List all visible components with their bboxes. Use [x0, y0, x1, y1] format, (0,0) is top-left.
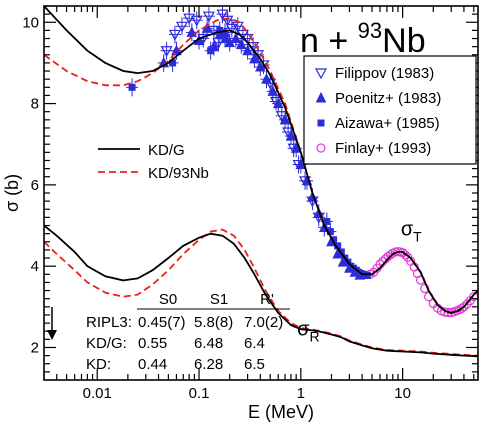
table-cell: 6.48 [194, 335, 223, 352]
data-point [207, 25, 220, 37]
data-point [269, 96, 282, 108]
legend-label: Aizawa+ (1985) [335, 115, 440, 132]
table-row-label: RIPL3: [86, 314, 132, 331]
data-point [282, 127, 295, 139]
title-element: Nb [382, 22, 425, 60]
data-point [216, 9, 229, 21]
data-point [334, 242, 342, 250]
data-point [383, 251, 393, 262]
data-point [183, 13, 196, 25]
plot-area [44, 6, 478, 358]
table-cell: 7.0(2) [244, 314, 283, 331]
x-tick-label: 1 [297, 385, 305, 402]
x-axis-label: E (MeV) [248, 402, 314, 422]
data-point [292, 159, 305, 171]
table-header: R' [260, 291, 274, 308]
table-cell: 0.45(7) [138, 314, 186, 331]
title-prefix: n + [300, 22, 358, 60]
data-point [242, 44, 253, 56]
parameter-table: S0 S1 R' RIPL3: 0.45(7) 5.8(8) 7.0(2) KD/G: 0.55… [86, 291, 290, 373]
legend-label: KD/93Nb [148, 165, 209, 182]
data-point [202, 11, 215, 23]
data-point [326, 228, 334, 236]
data-point [337, 255, 349, 267]
data-point [190, 15, 203, 27]
data-point [363, 272, 371, 280]
data-point [299, 176, 312, 188]
data-point [287, 143, 300, 155]
legend-box [303, 55, 477, 165]
curve-label: σR [297, 318, 319, 344]
data-point [225, 23, 238, 35]
legend-marker [314, 68, 328, 80]
table-header: S1 [210, 291, 228, 308]
legend-label: Poenitz+ (1983) [335, 90, 441, 107]
thermal-arrow [47, 307, 57, 340]
table-cell: 0.55 [138, 335, 167, 352]
data-point [168, 29, 181, 41]
data-point [160, 46, 173, 57]
x-tick-label: 0.01 [83, 385, 112, 402]
data-point [257, 60, 270, 72]
legend-label: Finlay+ (1993) [335, 140, 431, 157]
legend-marker [317, 119, 325, 127]
table-cell: 6.5 [244, 356, 265, 373]
y-axis-label: σ (b) [2, 174, 22, 212]
data-point [385, 250, 396, 260]
curve-legend: KD/G KD/93Nb [98, 142, 209, 182]
table-row-label: KD: [86, 356, 111, 373]
data-point [349, 266, 361, 277]
data-point [221, 15, 234, 27]
chart-title: n + 93Nb [300, 18, 426, 60]
overlay: n + 93Nb Filippov (1983) Poenitz+ (1983) Ai… [47, 18, 477, 373]
data-point [208, 40, 220, 52]
data-point [212, 37, 225, 49]
table-cell: 0.44 [138, 356, 167, 373]
legend-marker [315, 91, 327, 103]
curve-label: σT [401, 219, 422, 245]
kdg-total-curve [44, 6, 478, 314]
data-point [400, 250, 410, 260]
data-point [323, 217, 331, 225]
data-point [252, 50, 265, 62]
legend-label: KD/G [148, 142, 185, 159]
y-tick-label: 4 [31, 258, 39, 275]
y-tick-label: 10 [22, 14, 39, 31]
data-legend: Filippov (1983) Poenitz+ (1983) Aizawa+ (1… [303, 55, 477, 165]
data-point [128, 83, 136, 91]
table-cell: 5.8(8) [194, 314, 233, 331]
data-point [264, 78, 277, 90]
data-point [344, 262, 355, 273]
y-tick-label: 2 [31, 339, 39, 356]
y-tick-label: 6 [31, 177, 39, 194]
y-tick-label: 8 [31, 96, 39, 113]
table-row-label: KD/G: [86, 335, 127, 352]
legend-label: Filippov (1983) [335, 65, 434, 82]
kdg-reaction-curve [44, 224, 478, 358]
legend-marker [316, 143, 326, 153]
data-point [459, 302, 469, 312]
kd93nb-reaction-curve [44, 228, 478, 357]
title-superscript: 93 [358, 18, 382, 43]
table-header: S0 [159, 291, 177, 308]
data-point [197, 33, 210, 45]
data-point [275, 111, 288, 122]
data-point [230, 32, 242, 44]
table-cell: 6.4 [244, 335, 265, 352]
data-point [332, 247, 343, 259]
data-point [462, 299, 472, 309]
data-point [457, 303, 467, 314]
table-cell: 6.28 [194, 356, 223, 373]
data-point [330, 236, 338, 244]
data-point [175, 21, 188, 33]
data-point [420, 283, 430, 294]
x-tick-label: 0.1 [189, 385, 210, 402]
x-tick-label: 10 [394, 385, 411, 402]
data-point [235, 38, 247, 50]
data-point [169, 59, 177, 67]
